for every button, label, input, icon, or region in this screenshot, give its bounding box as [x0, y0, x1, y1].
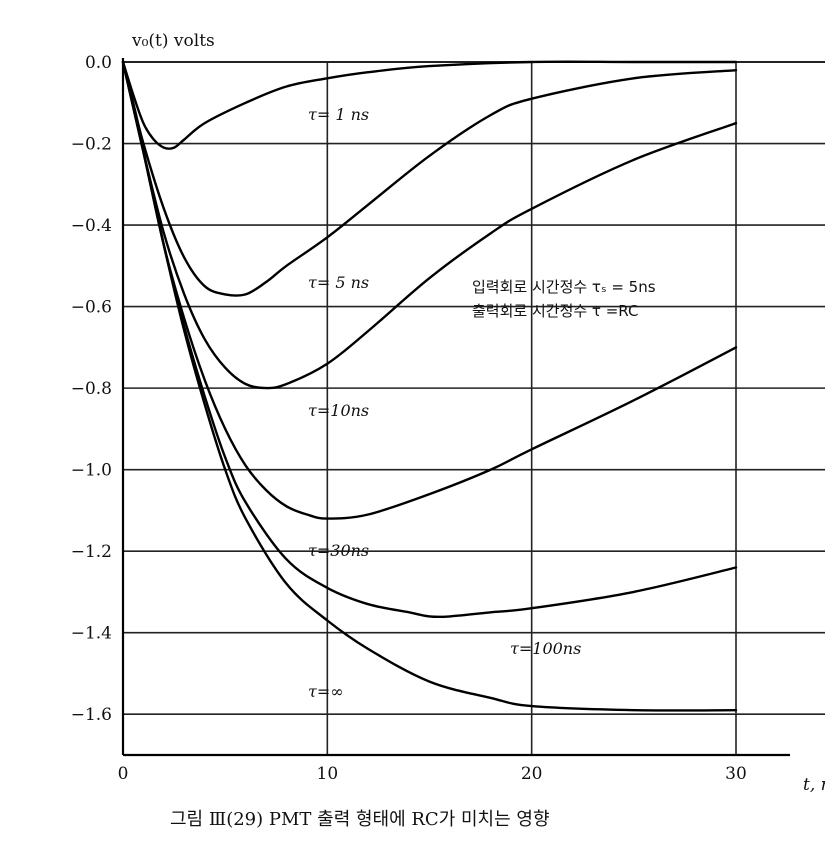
x-tick-label: 10 [317, 764, 339, 784]
x-tick-label: 0 [118, 764, 129, 784]
curve-label: τ=100ns [510, 639, 581, 658]
y-axis-title: v₀(t) volts [131, 31, 215, 51]
figure-caption: 그림 Ⅲ(29) PMT 출력 형태에 RC가 미치는 영향 [170, 809, 550, 830]
series-line [121, 60, 738, 619]
series-line [121, 60, 738, 390]
series-group [121, 60, 738, 712]
series-line [121, 60, 738, 297]
x-tick-label: 20 [521, 764, 543, 784]
curve-label: τ=10ns [308, 401, 369, 420]
curve-label: τ= 5 ns [308, 273, 369, 292]
y-tick-label: −1.2 [71, 542, 112, 562]
curve-label: τ=30ns [308, 541, 369, 560]
x-tick-label: 30 [725, 764, 747, 784]
curve-label: τ=∞ [308, 682, 344, 701]
y-tick-label: −1.4 [71, 624, 112, 644]
tick-labels: 0.0 −0.2 −0.4 −0.6 −0.8 −1.0 −1.2 −1.4 −1.6 0 10 20… [71, 53, 747, 784]
curve-labels: τ= 1 ns τ= 5 ns τ=10ns τ=30ns τ=100ns τ=∞ [308, 105, 581, 701]
grid [123, 61, 825, 755]
x-axis-title: t, n [803, 775, 825, 795]
y-tick-label: −1.0 [71, 461, 112, 481]
series-line [121, 60, 738, 150]
series-line [121, 60, 738, 712]
y-tick-label: −0.2 [71, 135, 112, 155]
y-tick-label: −0.4 [71, 216, 112, 236]
y-tick-label: −0.6 [71, 298, 112, 318]
annotation-line-2: 출력회로 시간정수 τ =RC [472, 302, 638, 320]
axes [121, 58, 790, 757]
y-tick-label: −0.8 [71, 379, 112, 399]
y-tick-label: −1.6 [71, 705, 112, 725]
curve-label: τ= 1 ns [308, 105, 369, 124]
annotation-line-1: 입력회로 시간정수 τₛ = 5ns [472, 278, 656, 296]
y-tick-label: 0.0 [85, 53, 112, 73]
